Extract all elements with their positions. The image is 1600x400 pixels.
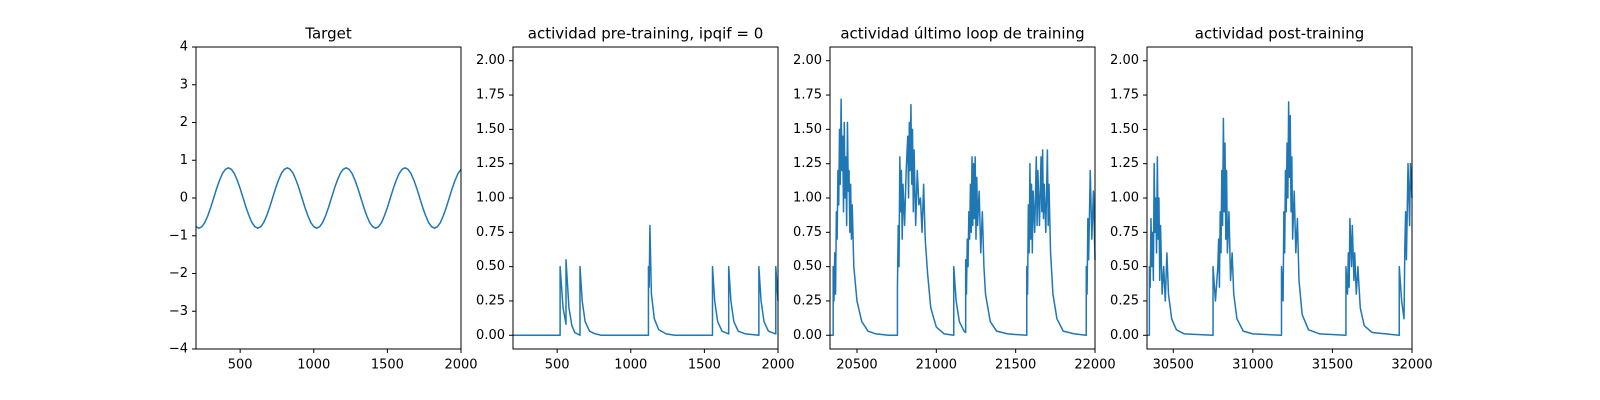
- x-tick-label: 22000: [1074, 358, 1115, 373]
- y-tick-label: 1.50: [793, 122, 822, 137]
- axes-frame: [1146, 46, 1413, 350]
- y-tick-label: 0.75: [1110, 225, 1139, 240]
- y-tick-label: 2.00: [476, 53, 505, 68]
- y-tick-label: 0.75: [793, 225, 822, 240]
- y-tick-label: 0.50: [476, 259, 505, 274]
- x-tick-label: 2000: [761, 358, 794, 373]
- x-tick-label: 2000: [444, 358, 477, 373]
- y-tick-label: 0.25: [476, 293, 505, 308]
- axes-frame: [195, 46, 462, 350]
- y-tick-label: −4: [169, 342, 188, 357]
- chart-title: actividad post-training: [1195, 25, 1364, 43]
- x-tick-label: 1000: [614, 358, 647, 373]
- y-tick-label: −3: [169, 304, 188, 319]
- y-tick-label: 0.00: [793, 328, 822, 343]
- x-tick-label: 1500: [371, 358, 404, 373]
- x-tick-label: 1000: [297, 358, 330, 373]
- y-tick-label: 1.75: [1110, 88, 1139, 103]
- x-tick-label: 500: [228, 358, 253, 373]
- y-tick-label: 1.25: [476, 156, 505, 171]
- y-tick-label: 1.75: [476, 88, 505, 103]
- y-tick-label: 0.75: [476, 225, 505, 240]
- y-tick-label: 2.00: [1110, 53, 1139, 68]
- x-tick-label: 32000: [1391, 358, 1432, 373]
- data-line: [830, 98, 1096, 337]
- x-tick-label: 31500: [1312, 358, 1353, 373]
- y-tick-label: 0: [180, 191, 188, 206]
- y-tick-label: 3: [180, 77, 188, 92]
- y-tick-label: 4: [180, 40, 188, 55]
- y-tick-label: 1.50: [476, 122, 505, 137]
- y-tick-label: 0.00: [1110, 328, 1139, 343]
- y-tick-label: 0.25: [1110, 293, 1139, 308]
- y-tick-label: 1.00: [476, 191, 505, 206]
- data-line: [195, 167, 462, 229]
- x-tick-label: 500: [545, 358, 570, 373]
- chart-title: actividad último loop de training: [840, 25, 1084, 43]
- chart-title: Target: [304, 25, 352, 43]
- data-line: [513, 224, 779, 337]
- x-tick-label: 31000: [1232, 358, 1273, 373]
- y-tick-label: 1.00: [1110, 191, 1139, 206]
- y-tick-label: 1.25: [793, 156, 822, 171]
- y-tick-label: 2: [180, 115, 188, 130]
- y-tick-label: −2: [169, 266, 188, 281]
- y-tick-label: 1.25: [1110, 156, 1139, 171]
- y-tick-label: 2.00: [793, 53, 822, 68]
- y-tick-label: 1: [180, 153, 188, 168]
- chart-title: actividad pre-training, ipqif = 0: [528, 25, 764, 43]
- x-tick-label: 30500: [1153, 358, 1194, 373]
- axes-frame: [829, 46, 1096, 350]
- x-tick-label: 21500: [995, 358, 1036, 373]
- y-tick-label: 0.00: [476, 328, 505, 343]
- x-tick-label: 1500: [688, 358, 721, 373]
- y-tick-label: 1.50: [1110, 122, 1139, 137]
- y-tick-label: −1: [169, 228, 188, 243]
- y-tick-label: 1.75: [793, 88, 822, 103]
- x-tick-label: 21000: [916, 358, 957, 373]
- y-tick-label: 0.50: [1110, 259, 1139, 274]
- axes-frame: [512, 46, 779, 350]
- data-line: [1147, 101, 1413, 337]
- x-tick-label: 20500: [836, 358, 877, 373]
- y-tick-label: 1.00: [793, 191, 822, 206]
- y-tick-label: 0.50: [793, 259, 822, 274]
- y-tick-label: 0.25: [793, 293, 822, 308]
